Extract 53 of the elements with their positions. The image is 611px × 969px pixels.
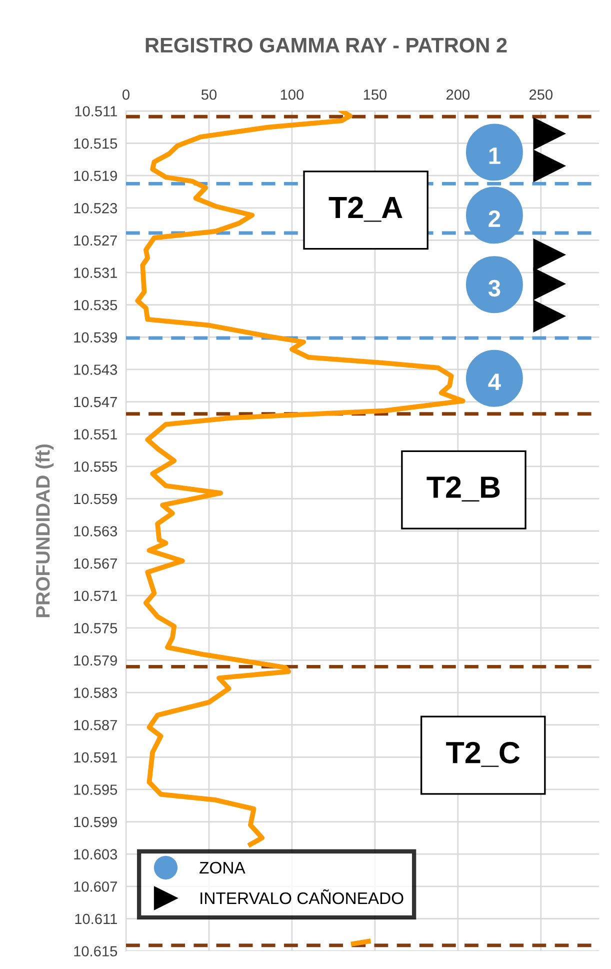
x-tick-label: 200 xyxy=(446,89,470,100)
y-tick-label: 10.555 xyxy=(74,461,118,472)
point xyxy=(466,186,523,244)
point xyxy=(466,256,523,314)
x-tick-label: 0 xyxy=(122,89,130,100)
point xyxy=(533,150,566,182)
x-tick-label: 100 xyxy=(280,89,304,100)
annotation: T2_B xyxy=(426,476,500,502)
annotation: T2_A xyxy=(328,196,402,222)
point xyxy=(533,118,566,150)
y-tick-label: 10.575 xyxy=(74,623,118,634)
annotation: 1 xyxy=(489,148,500,164)
y-tick-label: 10.519 xyxy=(74,170,117,182)
point xyxy=(466,350,523,407)
y-tick-label: 10.591 xyxy=(74,752,117,763)
y-tick-label: 10.583 xyxy=(74,688,118,698)
point xyxy=(466,124,523,181)
point xyxy=(533,268,566,300)
annotation: 3 xyxy=(488,280,500,297)
chart-title: REGISTRO GAMMA RAY - PATRON 2 xyxy=(146,38,507,53)
y-tick-label: 10.539 xyxy=(74,332,117,343)
annotation: 2 xyxy=(488,210,500,227)
y-axis-title: PROFUNDIDAD (ft) xyxy=(35,444,54,618)
y-tick-label: 10.563 xyxy=(74,526,118,536)
y-tick-label: 10.551 xyxy=(74,429,117,440)
y-tick-label: 10.571 xyxy=(74,590,117,602)
y-tick-label: 10.559 xyxy=(74,494,117,504)
y-tick-label: 10.599 xyxy=(74,816,117,828)
y-tick-label: 10.523 xyxy=(74,203,118,214)
y-tick-label: 10.595 xyxy=(74,784,118,795)
x-tick-label: 150 xyxy=(364,89,387,100)
x-tick-label: 50 xyxy=(201,89,217,100)
y-tick-label: 10.527 xyxy=(74,235,117,246)
y-tick-label: 10.579 xyxy=(74,655,117,666)
y-tick-label: 10.615 xyxy=(74,946,118,956)
y-tick-label: 10.567 xyxy=(74,558,117,569)
y-tick-label: 10.587 xyxy=(74,720,117,730)
point xyxy=(533,300,566,332)
point xyxy=(533,238,566,271)
annotation: T2_C xyxy=(446,742,520,767)
y-tick-label: 10.607 xyxy=(74,881,117,892)
y-tick-label: 10.515 xyxy=(74,138,118,149)
y-tick-label: 10.547 xyxy=(74,396,117,408)
x-tick-label: 250 xyxy=(529,89,553,100)
y-tick-label: 10.535 xyxy=(74,300,118,310)
y-tick-label: 10.543 xyxy=(74,364,118,375)
y-tick-label: 10.603 xyxy=(74,849,118,860)
y-tick-label: 10.511 xyxy=(75,106,117,116)
y-tick-label: 10.531 xyxy=(74,268,117,278)
legend-label: INTERVALO CAÑONEADO xyxy=(200,889,404,904)
y-tick-label: 10.611 xyxy=(75,914,117,924)
annotation: 4 xyxy=(488,374,501,390)
legend-label: ZONA xyxy=(200,862,246,874)
